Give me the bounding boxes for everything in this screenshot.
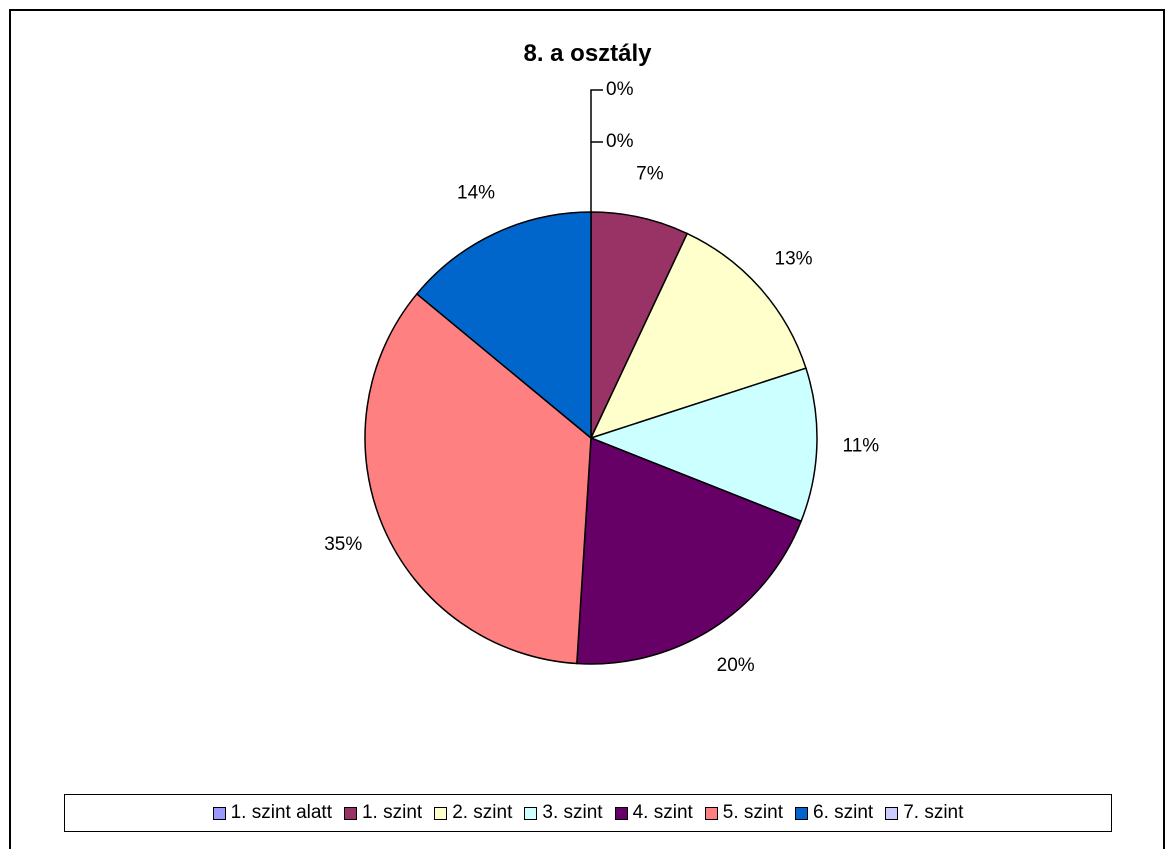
legend-swatch (885, 806, 899, 820)
data-label-4: 11% (843, 435, 880, 456)
legend-swatch (343, 806, 357, 820)
zero-label-leader (590, 89, 603, 212)
legend-item-2: 1. szint (343, 802, 423, 824)
legend-swatch (614, 806, 628, 820)
data-label-8: 0% (606, 131, 634, 152)
legend-item-6: 5. szint (704, 802, 783, 824)
legend-item-5: 4. szint (614, 802, 693, 824)
pie-slice-6 (364, 292, 592, 665)
legend-item-4: 3. szint (524, 802, 603, 824)
legend-swatch (434, 806, 448, 820)
pie-slice-3 (589, 232, 807, 440)
chart-title: 8. a osztály (523, 40, 652, 67)
data-label-6: 35% (324, 534, 362, 555)
legend-swatch (795, 806, 808, 820)
pie-slice-5 (576, 436, 803, 665)
legend-label: 1. szint (361, 802, 423, 823)
legend-label: 6. szint (813, 802, 874, 823)
data-label-3: 13% (775, 248, 813, 269)
legend-label: 7. szint (903, 802, 964, 823)
legend-swatch (212, 806, 226, 820)
legend: 1. szint alatt 1. szint 2. szint 3. szint 4.… (64, 794, 1112, 832)
legend-item-7: 6. szint (795, 802, 873, 824)
pie-slice-7 (415, 211, 592, 440)
data-label-5: 20% (717, 655, 755, 676)
legend-label: 4. szint (632, 802, 693, 823)
legend-item-8: 7. szint (885, 802, 963, 824)
legend-swatch (524, 806, 538, 820)
legend-label: 3. szint (542, 802, 603, 823)
data-label-7: 14% (457, 183, 495, 204)
legend-item-3: 2. szint (434, 802, 512, 824)
legend-label: 1. szint alatt (230, 802, 332, 823)
legend-label: 5. szint (722, 802, 783, 823)
data-label-1: 0% (606, 79, 634, 100)
pie-slice-4 (588, 367, 818, 523)
legend-label: 2. szint (452, 802, 513, 823)
data-label-2: 7% (636, 164, 664, 185)
legend-swatch (704, 806, 718, 820)
legend-item-1: 1. szint alatt (212, 802, 332, 824)
